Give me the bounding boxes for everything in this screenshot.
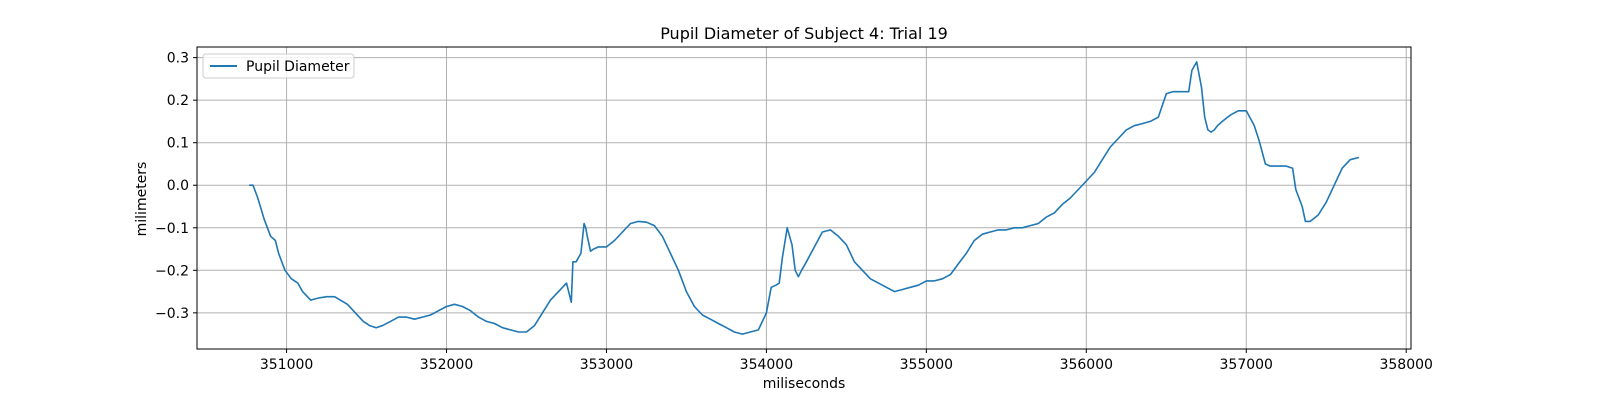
x-tick-label: 355000 (900, 357, 953, 373)
x-tick-label: 356000 (1060, 357, 1113, 373)
grid (197, 47, 1411, 349)
y-tick-label: 0.1 (167, 136, 189, 152)
axes-frame (196, 46, 1412, 350)
y-tick-label: 0.2 (167, 93, 189, 109)
y-tick-label: 0.3 (167, 51, 189, 67)
y-tick-label: −0.2 (155, 263, 189, 279)
y-tick-label: −0.1 (155, 221, 189, 237)
x-tick-label: 351000 (260, 357, 313, 373)
axis-ticks: 351000 352000 353000 354000 355000 356000 3570… (155, 51, 1433, 373)
legend: Pupil Diameter (202, 53, 355, 79)
y-tick-label: 0.0 (167, 178, 189, 194)
x-tick-label: 357000 (1220, 357, 1273, 373)
x-tick-label: 353000 (580, 357, 633, 373)
y-tick-label: −0.3 (155, 306, 189, 322)
x-tick-label: 352000 (420, 357, 473, 373)
x-tick-label: 354000 (740, 357, 793, 373)
x-axis-label: miliseconds (763, 376, 846, 392)
x-tick-label: 358000 (1379, 357, 1432, 373)
y-axis-label: milimeters (134, 162, 150, 237)
legend-label: Pupil Diameter (246, 59, 350, 75)
legend-box (202, 53, 355, 79)
series-line-pupil-diameter (249, 61, 1359, 335)
series-layer (249, 61, 1359, 335)
chart-title: Pupil Diameter of Subject 4: Trial 19 (660, 24, 948, 43)
